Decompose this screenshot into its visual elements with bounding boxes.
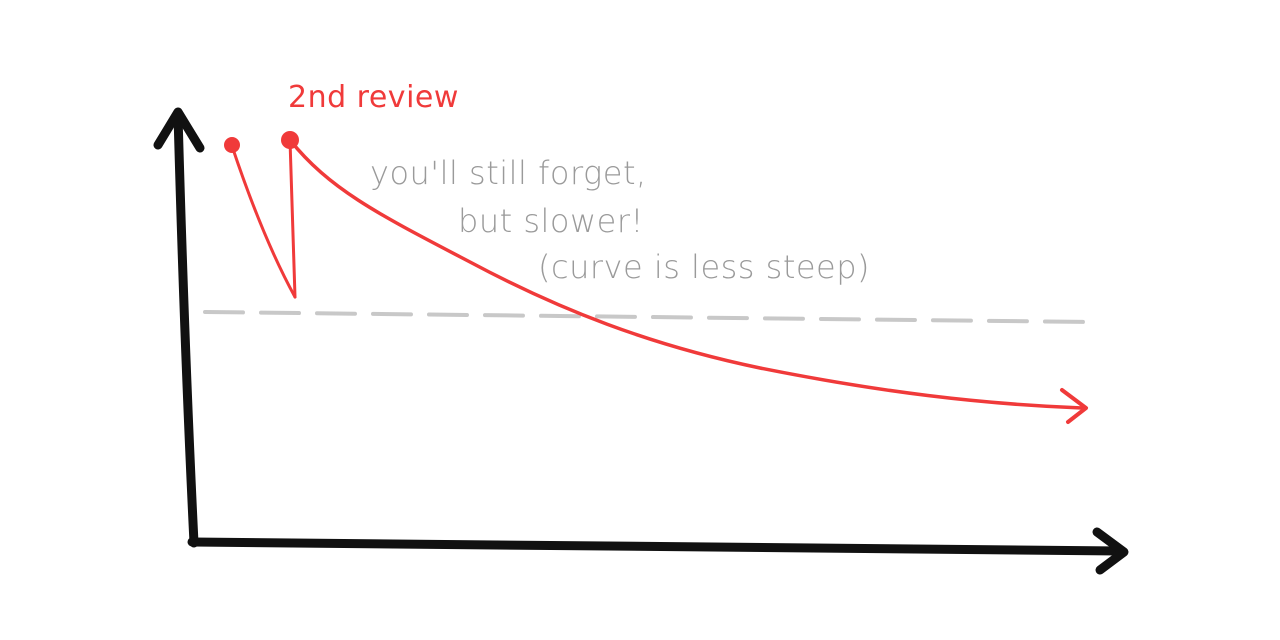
x-axis [192,542,1120,551]
note-line: you'll still forget, [370,154,647,192]
note-line: but slower! [458,202,644,240]
review-jump-line [290,140,295,297]
first-learning-dot [224,137,240,153]
y-axis [178,115,194,543]
threshold-dashed-line [205,312,1090,322]
note-line: (curve is less steep) [538,248,870,286]
first-forgetting-curve [232,146,295,297]
review-label: 2nd review [288,80,459,115]
review-dot [281,131,299,149]
